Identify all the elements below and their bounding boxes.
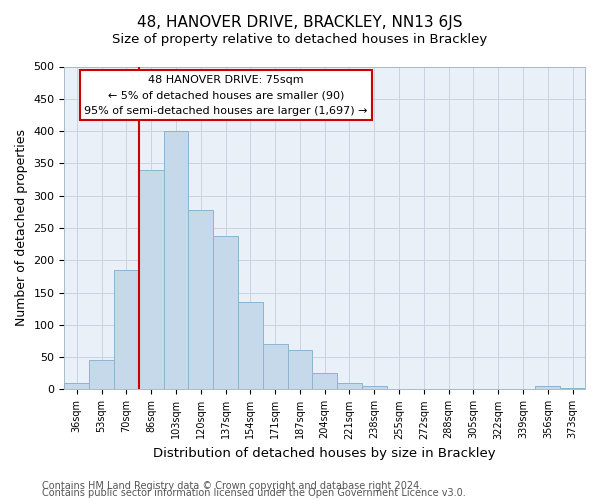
Bar [362, 386, 386, 390]
Text: 48, HANOVER DRIVE, BRACKLEY, NN13 6JS: 48, HANOVER DRIVE, BRACKLEY, NN13 6JS [137, 15, 463, 30]
Text: Contains public sector information licensed under the Open Government Licence v3: Contains public sector information licen… [42, 488, 466, 498]
Text: 48 HANOVER DRIVE: 75sqm
← 5% of detached houses are smaller (90)
95% of semi-det: 48 HANOVER DRIVE: 75sqm ← 5% of detached… [84, 74, 368, 116]
Bar [188, 210, 213, 390]
Bar [213, 236, 238, 390]
Text: Contains HM Land Registry data © Crown copyright and database right 2024.: Contains HM Land Registry data © Crown c… [42, 481, 422, 491]
Text: Size of property relative to detached houses in Brackley: Size of property relative to detached ho… [112, 32, 488, 46]
Bar [238, 302, 263, 390]
Bar [89, 360, 114, 390]
Bar [263, 344, 287, 390]
Y-axis label: Number of detached properties: Number of detached properties [15, 130, 28, 326]
Bar [386, 389, 412, 390]
Bar [64, 383, 89, 390]
Bar [412, 389, 436, 390]
Bar [560, 388, 585, 390]
Bar [287, 350, 313, 390]
Bar [139, 170, 164, 390]
Bar [337, 383, 362, 390]
Bar [114, 270, 139, 390]
X-axis label: Distribution of detached houses by size in Brackley: Distribution of detached houses by size … [154, 447, 496, 460]
Bar [164, 131, 188, 390]
Bar [313, 372, 337, 390]
Bar [535, 386, 560, 390]
